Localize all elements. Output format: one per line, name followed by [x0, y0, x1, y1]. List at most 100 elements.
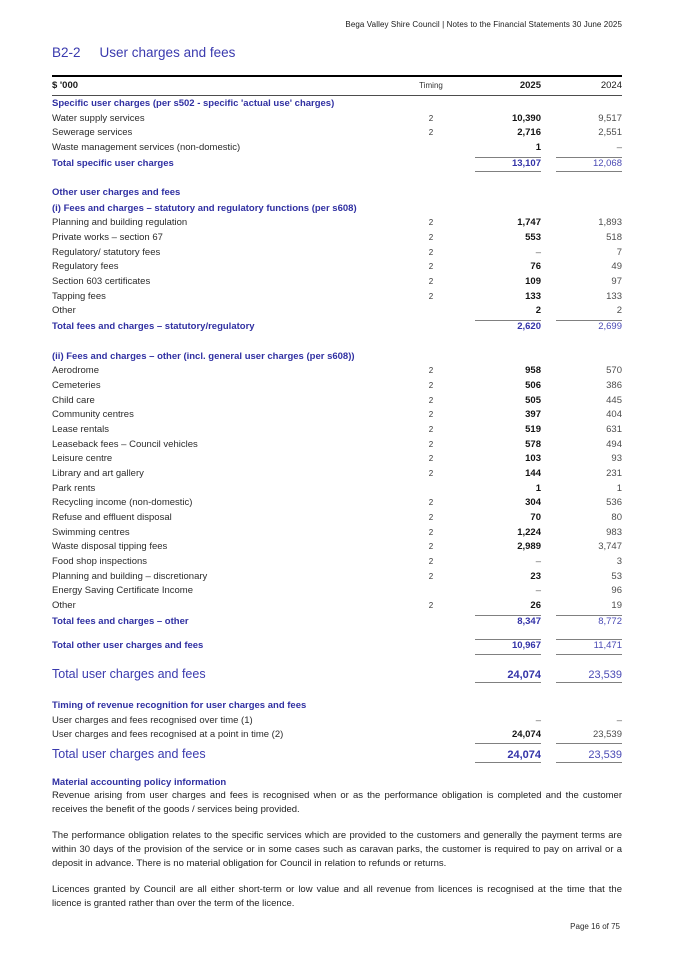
table-section-header: Other user charges and fees [52, 185, 622, 200]
table-row: User charges and fees recognised over ti… [52, 714, 622, 729]
row-label: Child care [52, 394, 95, 406]
value-2025: 1 [535, 142, 541, 154]
value-2025: 2,989 [517, 541, 541, 553]
row-label: Library and art gallery [52, 467, 144, 479]
row-label: Recycling income (non-domestic) [52, 497, 193, 509]
row-label: Section 603 certificates [52, 276, 151, 288]
document-header: Bega Valley Shire Council | Notes to the… [345, 20, 622, 29]
timing-value: 2 [428, 600, 434, 610]
table-row: Water supply services 2 10,390 9,517 [52, 111, 622, 126]
value-2024: 518 [606, 232, 622, 243]
document-page: Bega Valley Shire Council | Notes to the… [52, 20, 622, 910]
table-row: Regulatory/ statutory fees 2 – 7 [52, 245, 622, 260]
row-label: Specific user charges (per s502 - specif… [52, 98, 335, 109]
column-header-unit: $ '000 [52, 80, 79, 91]
table-section-header: (ii) Fees and charges – other (incl. gen… [52, 349, 622, 364]
table-row: Recycling income (non-domestic) 2 304 536 [52, 496, 622, 511]
table-total-row: Total user charges and fees 24,074 23,539 [52, 665, 622, 685]
value-2024: 133 [606, 290, 622, 302]
value-2025: 519 [525, 423, 541, 435]
row-label: Total user charges and fees [52, 746, 206, 761]
table-row: Aerodrome 2 958 570 [52, 364, 622, 379]
table-row: Lease rentals 2 519 631 [52, 423, 622, 438]
value-2025: – [535, 555, 541, 567]
timing-value: 2 [428, 542, 434, 552]
row-label: Energy Saving Certificate Income [52, 585, 193, 597]
value-2024: 494 [606, 438, 622, 450]
value-2024: 12,068 [556, 156, 622, 172]
value-2025: 10,390 [511, 112, 541, 124]
row-label: Total other user charges and fees [52, 640, 204, 652]
column-header-timing: Timing [419, 81, 443, 90]
row-label: Community centres [52, 409, 134, 421]
row-label: Planning and building – discretionary [52, 570, 208, 582]
row-label: Regulatory/ statutory fees [52, 246, 161, 258]
value-2025: 144 [525, 467, 541, 479]
timing-value: 2 [428, 218, 434, 228]
timing-value: 2 [428, 395, 434, 405]
policy-section: Material accounting policy information R… [52, 777, 622, 910]
table-spacer [52, 656, 622, 665]
table-row: Planning and building regulation 2 1,747 1,… [52, 216, 622, 231]
timing-value: 2 [428, 262, 434, 272]
table-row: Leisure centre 2 103 93 [52, 452, 622, 467]
value-2025: 1,747 [517, 217, 541, 229]
value-2025: 304 [525, 497, 541, 509]
value-2024: 19 [611, 599, 622, 611]
timing-value: 2 [428, 247, 434, 257]
timing-value: 2 [428, 113, 434, 123]
table-row: Swimming centres 2 1,224 983 [52, 525, 622, 540]
user-charges-table: $ '000 Timing 2025 2024 Specific user ch… [52, 75, 622, 765]
table-row: Private works – section 67 2 553 518 [52, 231, 622, 246]
value-2024: 8,772 [556, 614, 622, 628]
value-2025: 505 [525, 394, 541, 406]
value-2024: 97 [611, 276, 622, 288]
value-2024: – [616, 714, 622, 726]
policy-paragraph: The performance obligation relates to th… [52, 830, 622, 869]
table-row: Waste management services (non-domestic)… [52, 141, 622, 156]
value-2024: 3,747 [598, 541, 622, 553]
table-row: User charges and fees recognised at a po… [52, 728, 622, 745]
table-row: Section 603 certificates 2 109 97 [52, 275, 622, 290]
value-2024: 3 [616, 555, 622, 567]
value-2025: – [535, 714, 541, 726]
timing-value: 2 [428, 380, 434, 390]
row-label: Swimming centres [52, 526, 130, 538]
value-2025: 2 [535, 305, 541, 317]
timing-value: 2 [428, 571, 434, 581]
value-2024: 23,539 [556, 729, 622, 744]
value-2025: 578 [525, 438, 541, 450]
table-total-row: Total other user charges and fees 10,967 1… [52, 638, 622, 656]
value-2024: 7 [616, 246, 622, 258]
value-2024: 93 [611, 453, 622, 465]
value-2025: 506 [525, 379, 541, 391]
value-2024: 536 [606, 497, 622, 509]
value-2025: – [535, 246, 541, 258]
value-2025: 397 [525, 409, 541, 421]
row-label: Other [52, 599, 76, 611]
value-2025: 8,347 [475, 614, 541, 628]
policy-paragraph: Revenue arising from user charges and fe… [52, 790, 622, 815]
row-label: Timing of revenue recognition for user c… [52, 700, 307, 712]
value-2024: 983 [606, 526, 622, 538]
row-label: Park rents [52, 482, 96, 494]
row-label: User charges and fees recognised over ti… [52, 714, 253, 726]
value-2025: 1 [535, 482, 541, 494]
timing-value: 2 [428, 233, 434, 242]
value-2024: 231 [606, 467, 622, 479]
value-2025: 2,620 [475, 320, 541, 333]
value-2025: 26 [530, 599, 541, 611]
value-2025: 10,967 [475, 639, 541, 655]
value-2025: 103 [525, 453, 541, 465]
policy-heading: Material accounting policy information [52, 777, 227, 789]
table-row: Park rents 1 1 [52, 481, 622, 496]
row-label: Food shop inspections [52, 555, 148, 567]
table-spacer [52, 629, 622, 638]
table-row: Refuse and effluent disposal 2 70 80 [52, 511, 622, 526]
table-section-header: Timing of revenue recognition for user c… [52, 698, 622, 713]
row-label: Regulatory fees [52, 261, 119, 273]
value-2025: 2,716 [517, 127, 541, 139]
table-total-row: Total user charges and fees 24,074 23,539 [52, 745, 622, 765]
table-row: Food shop inspections 2 – 3 [52, 555, 622, 570]
table-row: Regulatory fees 2 76 49 [52, 260, 622, 275]
